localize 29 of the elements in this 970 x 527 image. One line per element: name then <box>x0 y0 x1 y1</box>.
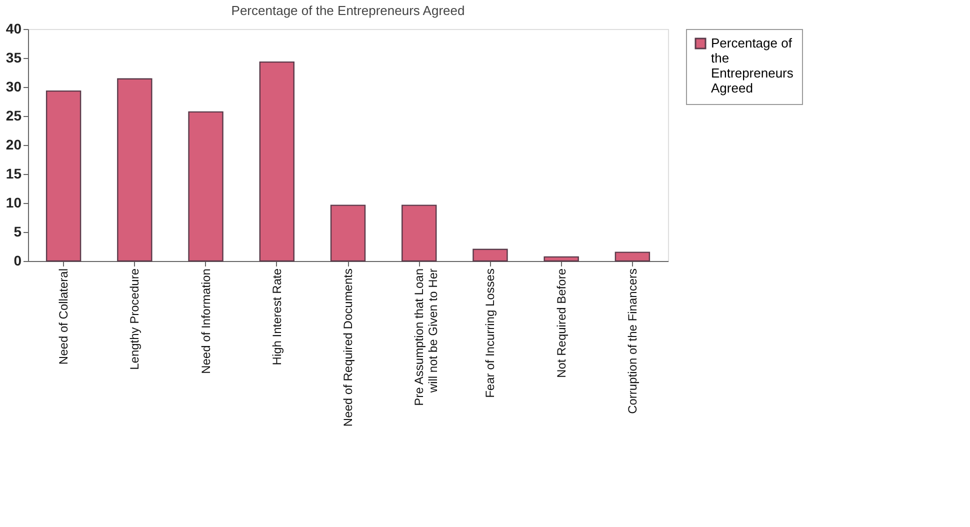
y-tick-label: 35 <box>6 50 22 66</box>
bar <box>188 111 224 262</box>
bar <box>259 61 294 262</box>
y-tick-label: 5 <box>14 224 22 240</box>
bar <box>402 204 437 262</box>
x-tick-label: Not Required Before <box>554 268 568 378</box>
y-tick-label: 15 <box>6 166 22 182</box>
x-tick-label: Need of Collateral <box>56 268 71 365</box>
y-tick-label: 20 <box>6 136 22 152</box>
x-tick-label: Need of Required Documents <box>341 268 355 427</box>
y-tick-label: 25 <box>6 108 22 124</box>
bar <box>46 90 82 262</box>
bar <box>472 248 508 262</box>
y-tick-label: 0 <box>14 252 22 268</box>
x-tick-label: Need of Information <box>198 268 213 374</box>
x-tick-label: Corruption of the Financers <box>625 268 640 414</box>
y-tick-label: 40 <box>6 20 22 36</box>
x-tick-label: Lengthy Procedure <box>128 268 142 370</box>
x-tick-label: High Interest Rate <box>270 268 284 366</box>
bar <box>330 204 366 262</box>
bar <box>544 256 579 262</box>
x-tick-label: Pre Assumption that Loan will not be Given to Her <box>412 268 440 406</box>
chart-title: Percentage of the Entrepreneurs Agreed <box>231 3 465 18</box>
bar <box>614 252 650 262</box>
y-tick-label: 30 <box>6 78 22 94</box>
legend-label: Percentage of the Entrepreneurs Agreed <box>711 36 794 96</box>
x-tick-label: Fear of Incurring Losses <box>483 268 498 398</box>
y-tick-label: 10 <box>6 194 22 210</box>
bar <box>117 78 152 262</box>
